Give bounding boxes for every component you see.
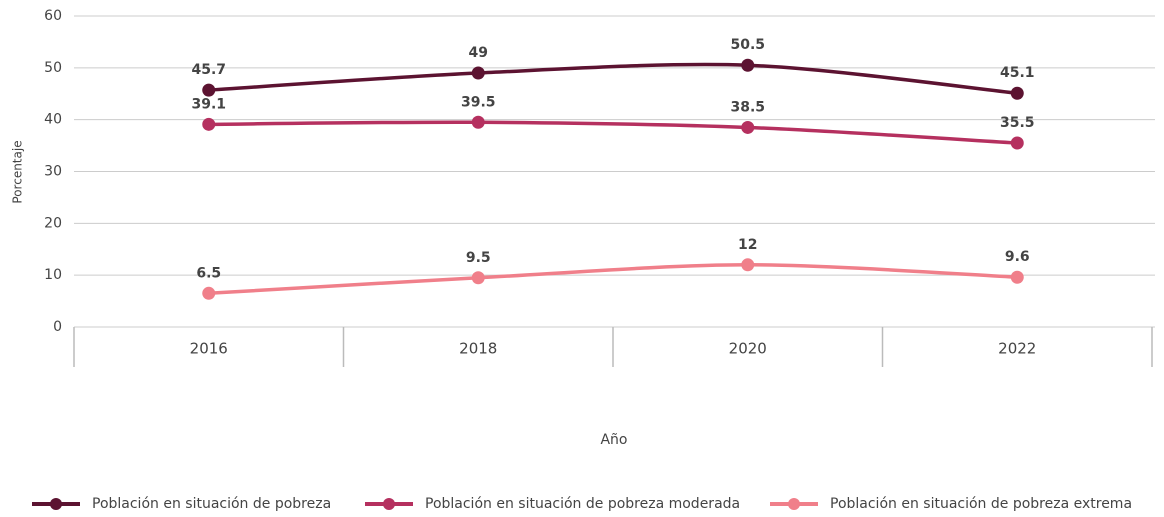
- value-label: 39.5: [461, 94, 496, 110]
- value-label: 45.1: [1000, 65, 1035, 81]
- data-point: [741, 58, 755, 72]
- x-tick-label: 2016: [190, 340, 228, 358]
- legend-symbol-marker: [788, 498, 800, 510]
- y-tick-label: 0: [53, 319, 62, 335]
- series-line: [208, 263, 1018, 296]
- value-label: 9.5: [466, 250, 491, 266]
- legend-symbol-marker: [50, 498, 62, 510]
- data-point: [1010, 86, 1024, 100]
- data-point: [202, 286, 216, 300]
- y-tick-label: 20: [44, 215, 62, 231]
- value-label: 49: [469, 45, 488, 61]
- x-tick-label: 2022: [998, 340, 1036, 358]
- data-point: [202, 117, 216, 131]
- data-point: [471, 115, 485, 129]
- value-label: 45.7: [191, 62, 226, 78]
- legend-label: Población en situación de pobreza extrem…: [830, 496, 1132, 512]
- data-point: [471, 66, 485, 80]
- y-tick-label: 60: [44, 8, 62, 24]
- y-tick-label: 30: [44, 164, 62, 180]
- x-tick-label: 2020: [729, 340, 767, 358]
- data-point: [202, 83, 216, 97]
- series-line: [208, 120, 1018, 145]
- value-label: 50.5: [730, 37, 765, 53]
- value-label: 38.5: [730, 99, 765, 115]
- value-label: 6.5: [196, 265, 221, 281]
- x-axis-label: Año: [600, 432, 627, 448]
- data-point: [741, 258, 755, 272]
- data-point: [1010, 136, 1024, 150]
- data-point: [1010, 270, 1024, 284]
- legend-label: Población en situación de pobreza modera…: [425, 496, 740, 512]
- x-tick-label: 2018: [459, 340, 497, 358]
- legend-label: Población en situación de pobreza: [92, 496, 331, 512]
- series-line: [208, 62, 1018, 95]
- value-label: 39.1: [191, 96, 226, 112]
- y-tick-label: 40: [44, 112, 62, 128]
- y-axis-label: Porcentaje: [11, 140, 25, 203]
- value-label: 9.6: [1005, 249, 1030, 265]
- y-tick-label: 10: [44, 267, 62, 283]
- legend-symbol-marker: [383, 498, 395, 510]
- value-label: 12: [738, 237, 757, 253]
- y-tick-label: 50: [44, 60, 62, 76]
- data-point: [471, 271, 485, 285]
- data-point: [741, 120, 755, 134]
- value-label: 35.5: [1000, 115, 1035, 131]
